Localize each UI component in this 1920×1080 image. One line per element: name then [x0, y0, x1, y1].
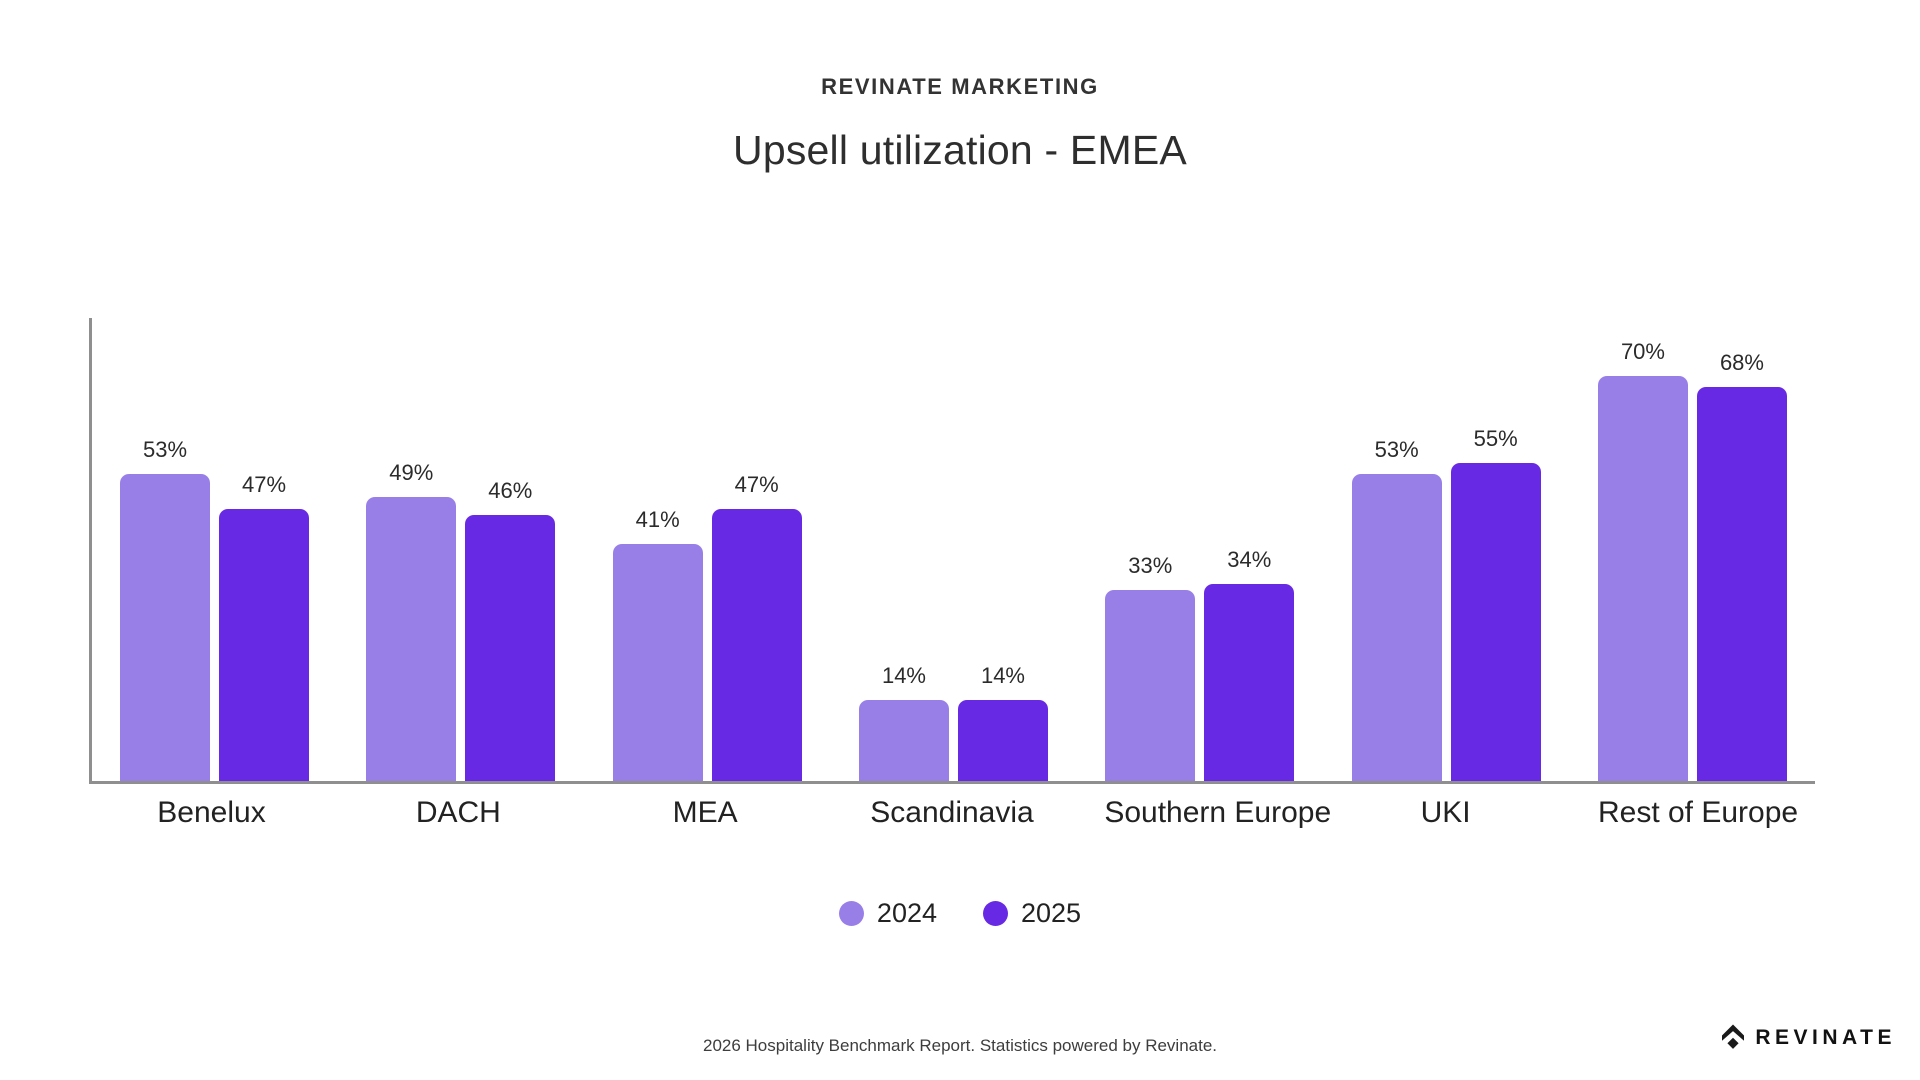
bar-2025 — [1450, 462, 1541, 781]
bar-value-label: 70% — [1620, 338, 1665, 364]
bar-value-label: 55% — [1473, 425, 1518, 451]
plot-area: 53% 47% 49% 46% 41% 47% 14% 14% 33% 34% 53% 55% 70% 6… — [89, 318, 1815, 784]
category-axis: Benelux DACH MEA Scandinavia Southern Europe… — [89, 796, 1815, 830]
chart-title: Upsell utilization - EMEA — [733, 127, 1187, 173]
bar-column-2024: 53% — [120, 437, 210, 781]
bar-value-label: 47% — [734, 471, 779, 497]
bar-column-2025: 46% — [465, 477, 556, 781]
bar-column-2024: 14% — [858, 662, 949, 781]
bar-value-label: 14% — [980, 662, 1025, 688]
bar-2024 — [1351, 474, 1442, 781]
bar-2025 — [465, 514, 556, 781]
bar-2024 — [120, 474, 210, 781]
bar-chart: 53% 47% 49% 46% 41% 47% 14% 14% 33% 34% 53% 55% 70% 6… — [89, 318, 1815, 830]
footnote: 2026 Hospitality Benchmark Report. Stati… — [702, 1036, 1218, 1055]
bar-column-2025: 68% — [1696, 350, 1787, 781]
legend-label: 2024 — [876, 898, 937, 928]
bar-2024 — [1105, 589, 1196, 781]
bar-column-2024: 70% — [1597, 338, 1688, 781]
bar-group-southern-europe: 33% 34% — [1105, 547, 1295, 781]
bar-2025 — [711, 508, 802, 781]
brand-kicker: REVINATE MARKETING — [821, 74, 1099, 99]
bar-value-label: 46% — [488, 477, 533, 503]
bar-2025 — [219, 508, 309, 781]
legend-label: 2025 — [1021, 898, 1082, 928]
legend-item-2024: 2024 — [838, 898, 937, 929]
bar-column-2024: 41% — [612, 506, 703, 781]
bar-2025 — [1204, 584, 1295, 781]
category-label: MEA — [672, 796, 738, 829]
bar-2025 — [957, 699, 1048, 781]
bar-column-2025: 34% — [1204, 547, 1295, 781]
bar-group-dach: 49% 46% — [366, 460, 556, 781]
bar-2024 — [366, 497, 457, 781]
bar-column-2025: 14% — [957, 662, 1048, 781]
bar-value-label: 33% — [1128, 552, 1173, 578]
bar-column-2025: 47% — [711, 471, 802, 781]
category-label: Benelux — [157, 796, 266, 829]
revinate-logo-text: REVINATE — [1755, 1025, 1896, 1049]
bar-value-label: 68% — [1719, 350, 1764, 376]
legend-item-2025: 2025 — [983, 898, 1081, 929]
bar-group-benelux: 53% 47% — [120, 437, 309, 781]
bar-2024 — [858, 699, 949, 781]
chart-legend: 2024 2025 — [0, 898, 1920, 929]
category-label: Rest of Europe — [1597, 796, 1799, 829]
bar-column-2025: 47% — [219, 472, 309, 781]
revinate-logo-icon — [1722, 1024, 1745, 1049]
bar-column-2024: 33% — [1105, 552, 1196, 781]
revinate-logo: REVINATE — [1721, 1024, 1896, 1051]
bar-column-2024: 49% — [366, 460, 457, 781]
category-label: UKI — [1420, 796, 1471, 829]
bar-column-2024: 53% — [1351, 437, 1442, 781]
bar-column-2025: 55% — [1450, 425, 1541, 781]
bar-value-label: 49% — [389, 460, 434, 486]
category-label: Southern Europe — [1104, 796, 1332, 829]
legend-dot-icon — [983, 901, 1008, 926]
bar-value-label: 53% — [1374, 437, 1419, 463]
legend-dot-icon — [838, 901, 864, 926]
bar-value-label: 34% — [1227, 547, 1272, 573]
bar-2025 — [1696, 387, 1787, 781]
bar-value-label: 14% — [881, 662, 926, 688]
bar-group-uki: 53% 55% — [1351, 425, 1541, 781]
bar-group-rest-of-europe: 70% 68% — [1597, 338, 1787, 781]
bar-value-label: 53% — [142, 437, 188, 463]
bar-2024 — [612, 543, 703, 781]
category-label: Scandinavia — [870, 796, 1034, 829]
category-label: DACH — [415, 796, 501, 829]
bar-group-mea: 41% 47% — [612, 471, 802, 781]
bar-2024 — [1597, 375, 1688, 781]
bar-value-label: 47% — [241, 471, 287, 497]
bar-group-scandinavia: 14% 14% — [858, 662, 1048, 781]
bar-value-label: 41% — [635, 506, 680, 532]
